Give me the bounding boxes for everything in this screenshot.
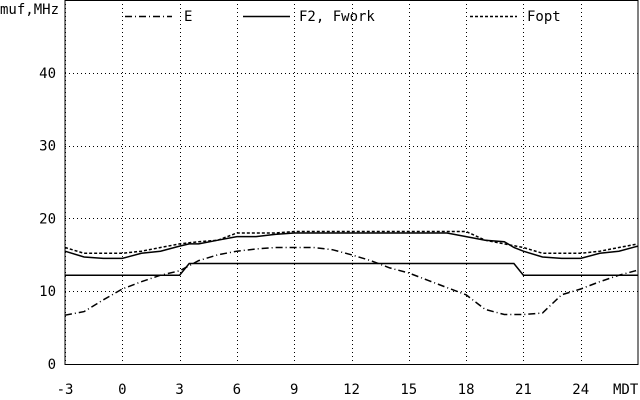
series-line-f2-fwork-2 xyxy=(65,262,638,276)
x-tick-label: 24 xyxy=(572,382,589,398)
legend-label: E xyxy=(184,9,192,25)
series-layer xyxy=(64,230,639,316)
y-axis-label: muf,MHz xyxy=(0,2,59,18)
legend-label: F2, Fwork xyxy=(299,9,375,25)
legend: E F2, Fwork Fopt xyxy=(125,9,561,25)
x-axis-label: MDT xyxy=(613,382,639,398)
series-line-f2-fwork-1 xyxy=(64,232,639,260)
x-tick-label: 6 xyxy=(233,382,241,398)
x-tick-label: 3 xyxy=(175,382,183,398)
x-tick-label: 18 xyxy=(458,382,475,398)
x-tick-label: 9 xyxy=(290,382,298,398)
legend-label: Fopt xyxy=(527,9,561,25)
y-tick-label: 10 xyxy=(39,284,56,300)
series-line-fopt-3 xyxy=(64,230,639,255)
x-tick-label: -3 xyxy=(57,382,74,398)
x-tick-label: 12 xyxy=(343,382,360,398)
y-tick-label: 0 xyxy=(48,357,56,373)
x-tick-label: 15 xyxy=(400,382,417,398)
y-tick-label: 30 xyxy=(39,139,56,155)
plot-frame xyxy=(64,0,639,365)
x-tick-label: 0 xyxy=(118,382,126,398)
grid xyxy=(65,0,638,365)
y-tick-label: 20 xyxy=(39,211,56,227)
x-tick-label: 21 xyxy=(515,382,532,398)
y-tick-label: 40 xyxy=(39,66,56,82)
